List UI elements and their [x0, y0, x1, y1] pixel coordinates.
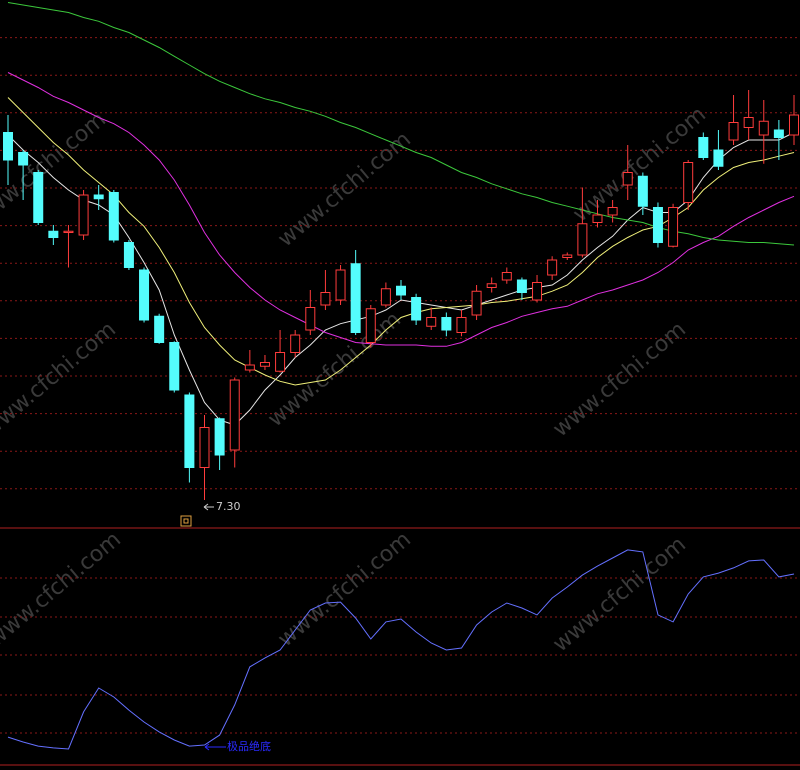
candle-body [532, 282, 543, 301]
candle-body [78, 194, 89, 236]
candle-body [350, 263, 361, 333]
candle-body [139, 269, 150, 321]
candle-body [335, 269, 346, 301]
indicator-line [7, 97, 795, 386]
low-marker-inner [183, 518, 189, 524]
candle-body [93, 194, 104, 200]
low-marker [180, 515, 192, 527]
candle-body [789, 114, 799, 136]
candle-body [63, 230, 74, 233]
low-label: 7.30 [216, 500, 241, 513]
candle-body [516, 279, 527, 293]
candle-body [592, 214, 603, 223]
candle-body [214, 418, 225, 456]
candle-body [290, 334, 301, 353]
watermark: www.cfchi.com [548, 317, 690, 442]
watermarks: www.cfchi.com www.cfchi.com www.cfchi.com w… [0, 102, 711, 657]
candle-body [18, 152, 29, 166]
candle-body [637, 175, 648, 207]
candle-body [320, 292, 331, 306]
arrow [204, 743, 226, 751]
candle-body [3, 132, 13, 161]
watermark: www.cfchi.com [273, 527, 415, 652]
candle-body [33, 172, 44, 223]
candle-body [48, 230, 59, 238]
candle-body [244, 364, 255, 371]
candle-body [365, 308, 376, 343]
candle-body [229, 379, 240, 451]
candle-body [275, 352, 286, 372]
candle-body [199, 427, 210, 468]
candle-body [562, 254, 573, 258]
candle-body [411, 297, 422, 321]
candle-body [728, 122, 739, 141]
indicator-line [7, 2, 795, 246]
candle-body [259, 362, 270, 367]
candle-body [380, 288, 391, 306]
candle-body [622, 172, 633, 186]
watermark: www.cfchi.com [0, 107, 111, 232]
candle-body [698, 137, 709, 158]
candle-body [169, 342, 180, 391]
candle-body [396, 285, 406, 296]
candle-body [154, 315, 165, 343]
watermark: www.cfchi.com [0, 317, 121, 442]
candle-body [668, 207, 679, 247]
candle-body [501, 272, 512, 281]
indicator-line [7, 72, 795, 347]
watermark: www.cfchi.com [273, 127, 415, 252]
candle-body [652, 207, 663, 243]
candle-body [758, 120, 769, 136]
watermark: www.cfchi.com [548, 532, 690, 657]
candle-body [577, 223, 588, 256]
indicator-line [7, 132, 795, 426]
candle-body [184, 394, 195, 468]
candle-body [743, 117, 754, 128]
plot [3, 2, 799, 750]
candle-body [486, 283, 497, 288]
candle-body [456, 317, 467, 333]
candle-body [305, 307, 316, 331]
candle-body [426, 317, 437, 327]
candle-body [713, 149, 724, 167]
candle-body [683, 162, 694, 203]
candle-body [471, 290, 482, 316]
candle-body [547, 259, 558, 276]
signal-label: 极品绝底 [227, 739, 271, 753]
candle-body [108, 192, 119, 241]
candle-body [441, 317, 452, 331]
candle-body [773, 129, 784, 138]
arrow [203, 503, 214, 511]
candle-body [607, 207, 618, 216]
watermark: www.cfchi.com [0, 527, 126, 652]
candle-body [123, 242, 134, 268]
grid [0, 37, 800, 734]
indicator-line [7, 549, 795, 750]
